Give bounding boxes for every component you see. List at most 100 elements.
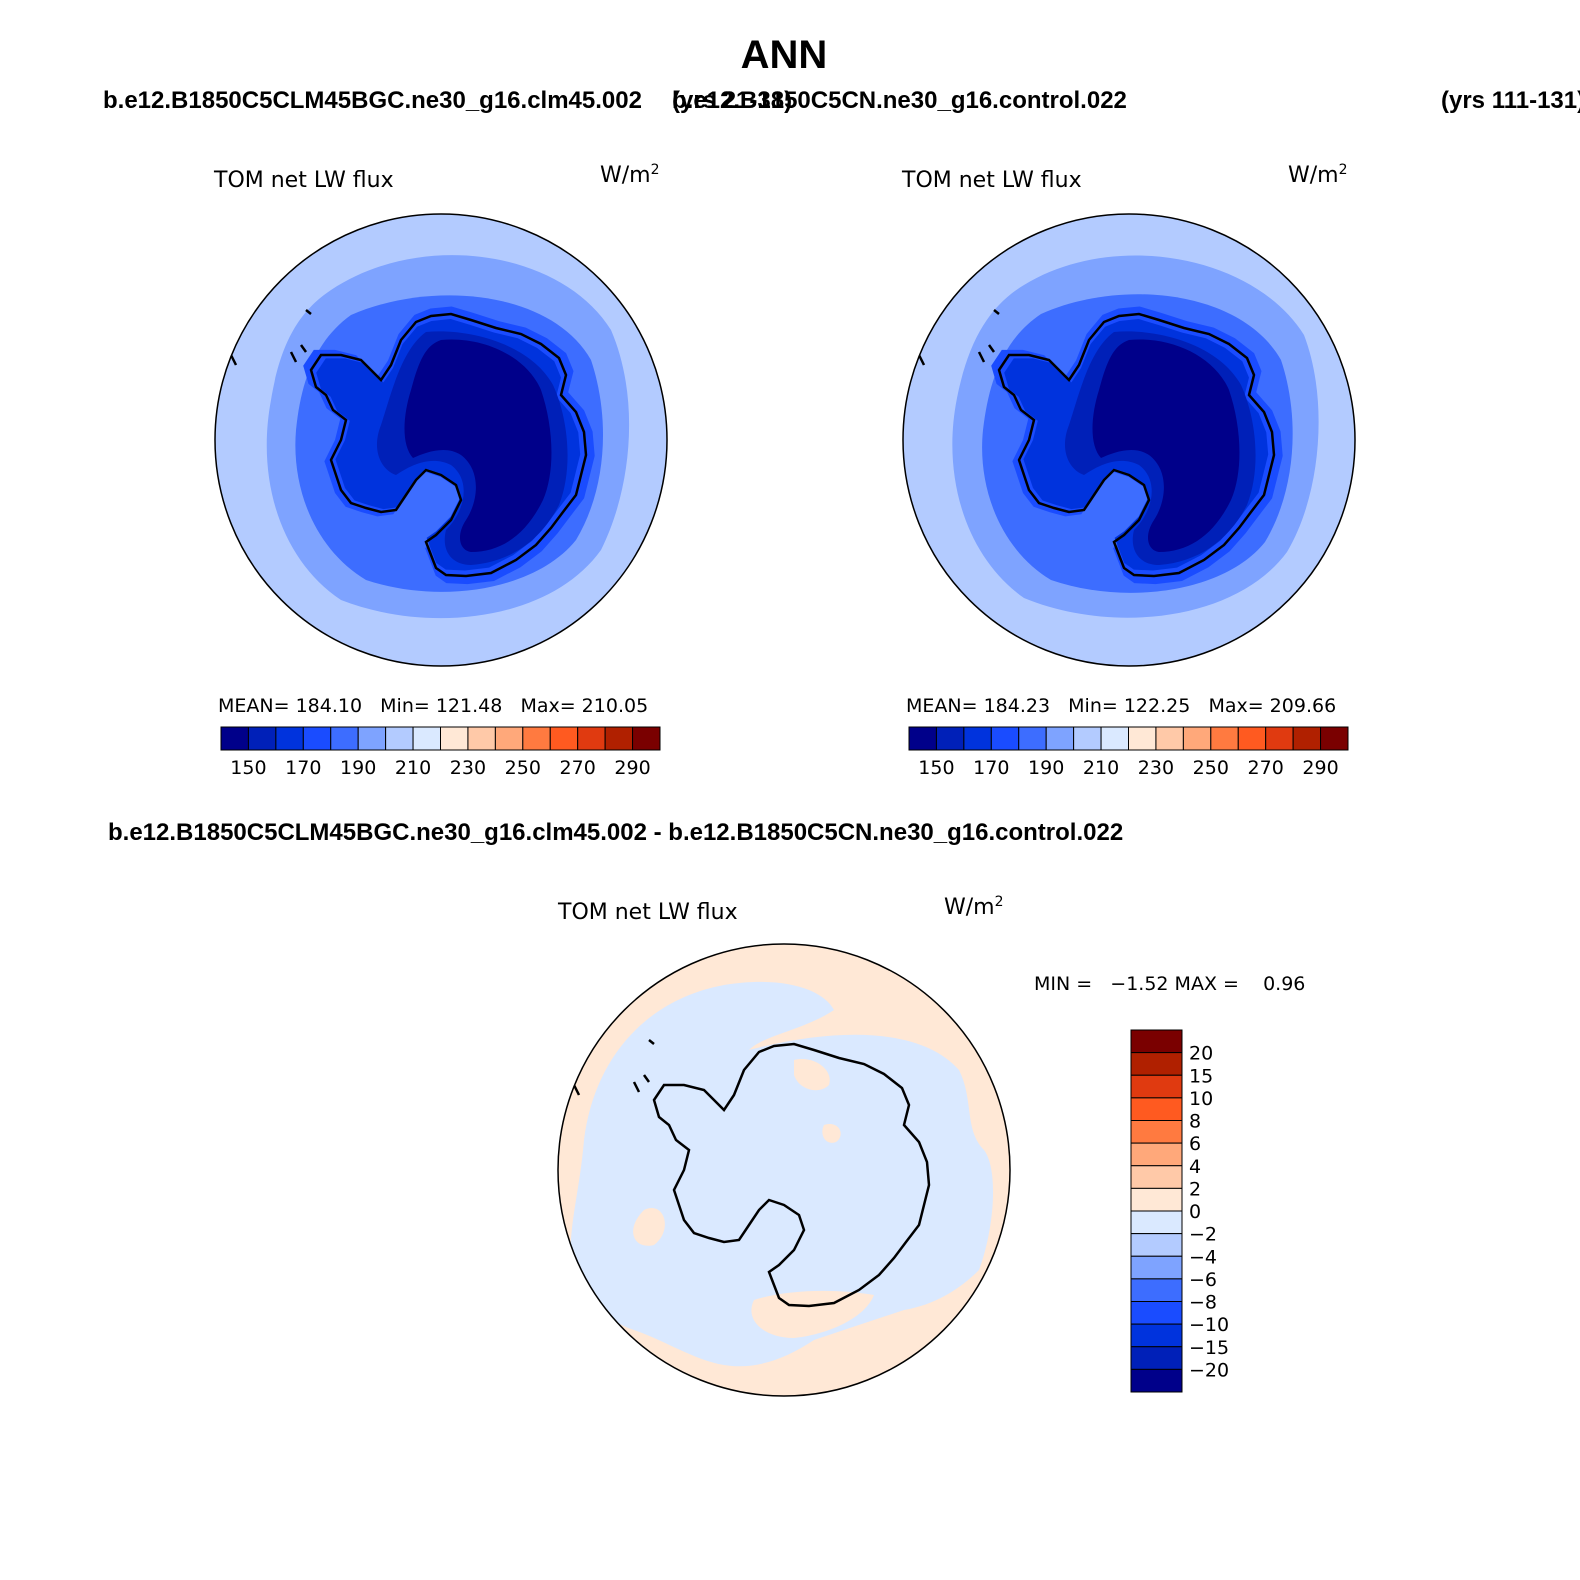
panel-1-map <box>215 214 667 666</box>
colorbar-tick-label: −4 <box>1189 1246 1217 1268</box>
colorbar-tick-label: 4 <box>1189 1156 1201 1178</box>
panel-diff: TOM net LW flux W/m2 MIN = −1.52 MAX = 0… <box>557 894 1305 1397</box>
colorbar-swatch <box>1265 726 1294 751</box>
colorbar-swatch <box>494 726 524 751</box>
colorbar-swatch <box>1155 726 1184 751</box>
panel-2-map <box>903 214 1355 666</box>
colorbar-swatch <box>302 726 332 751</box>
colorbar-swatch <box>935 726 965 751</box>
colorbar-swatch <box>1130 1120 1183 1144</box>
colorbar-tick-label: 270 <box>560 757 596 779</box>
panel-diff-variable: TOM net LW flux <box>557 900 738 925</box>
panel-diff-map <box>558 944 1010 1396</box>
colorbar-swatch <box>1130 1210 1183 1235</box>
panel-2-stats: MEAN= 184.23 Min= 122.25 Max= 209.66 <box>906 695 1336 717</box>
case1-header: b.e12.B1850C5CLM45BGC.ne30_g16.clm45.002 <box>103 87 642 114</box>
panel-diff-stats: MIN = −1.52 MAX = 0.96 <box>1034 973 1305 995</box>
colorbar-tick-label: 20 <box>1189 1043 1213 1065</box>
colorbar-swatch <box>412 726 441 751</box>
colorbar-tick-label: 150 <box>230 757 266 779</box>
colorbar-swatch <box>1100 726 1129 751</box>
colorbar-swatch <box>247 726 277 751</box>
colorbar-tick-label: 290 <box>1302 757 1338 779</box>
diff-header: b.e12.B1850C5CLM45BGC.ne30_g16.clm45.002… <box>108 819 1123 846</box>
case2-header: b.e12.B1850C5CN.ne30_g16.control.022 <box>672 87 1127 114</box>
panel-1-units-base: W/m <box>600 163 651 188</box>
panel-1-variable: TOM net LW flux <box>213 168 394 193</box>
panel-1-units-exp: 2 <box>651 162 660 178</box>
colorbar-swatch <box>1292 726 1322 751</box>
colorbar-swatch <box>549 726 579 751</box>
colorbar-tick-label: 270 <box>1248 757 1284 779</box>
colorbar-swatch <box>357 726 387 751</box>
colorbar-swatch <box>1130 1301 1183 1325</box>
colorbar-tick-label: 6 <box>1189 1133 1201 1155</box>
colorbar-tick-label: 290 <box>614 757 650 779</box>
colorbar-swatch <box>963 726 992 751</box>
colorbar-swatch <box>908 726 937 751</box>
colorbar-swatch <box>522 726 551 751</box>
colorbar-swatch <box>632 726 661 751</box>
panel-diff-frame <box>557 943 1011 1397</box>
colorbar-tick-label: −15 <box>1189 1337 1229 1359</box>
panel-1-colorbar: 150 170 190 210 230 250 270 290 <box>220 726 661 779</box>
colorbar-tick-label: −2 <box>1189 1224 1217 1246</box>
panel-diff-units: W/m2 <box>944 894 1004 920</box>
colorbar-swatch <box>330 726 359 751</box>
colorbar-tick-label: 2 <box>1189 1178 1201 1200</box>
colorbar-swatch <box>385 726 414 751</box>
colorbar-swatch <box>604 726 634 751</box>
colorbar-swatch <box>1130 1165 1183 1189</box>
colorbar-swatch <box>1182 726 1212 751</box>
colorbar-swatch <box>275 726 304 751</box>
panel-2-units-base: W/m <box>1288 163 1339 188</box>
colorbar-swatch <box>577 726 606 751</box>
colorbar-swatch <box>220 726 249 751</box>
colorbar-tick-label: 170 <box>973 757 1009 779</box>
colorbar-swatch <box>1320 726 1349 751</box>
colorbar-swatch <box>1130 1278 1183 1302</box>
colorbar-tick-label: 210 <box>1083 757 1119 779</box>
panel-2-colorbar: 150 170 190 210 230 250 270 290 <box>908 726 1349 779</box>
colorbar-swatch <box>1130 1029 1183 1054</box>
colorbar-tick-label: 170 <box>285 757 321 779</box>
colorbar-tick-label: 190 <box>340 757 376 779</box>
colorbar-tick-label: 0 <box>1189 1201 1201 1223</box>
panel-1-frame <box>214 213 668 667</box>
colorbar-tick-label: 210 <box>395 757 431 779</box>
colorbar-tick-label: −10 <box>1189 1314 1229 1336</box>
colorbar-swatch <box>1130 1052 1183 1076</box>
colorbar-swatch <box>1130 1368 1183 1393</box>
colorbar-swatch <box>1128 726 1157 751</box>
case2-years: (yrs 111-131) <box>1441 87 1580 114</box>
colorbar-swatch <box>1237 726 1267 751</box>
panel-diff-units-base: W/m <box>944 895 995 920</box>
colorbar-swatch <box>1130 1323 1183 1348</box>
colorbar-swatch <box>467 726 496 751</box>
colorbar-tick-label: 230 <box>450 757 486 779</box>
colorbar-tick-label: −6 <box>1189 1269 1217 1291</box>
colorbar-swatch <box>1130 1187 1183 1212</box>
panel-diff-units-exp: 2 <box>995 894 1004 910</box>
colorbar-swatch <box>1130 1074 1183 1099</box>
case1-years: (yrs 21-31) <box>672 87 792 114</box>
panel-2: TOM net LW flux W/m2 MEAN= 184.23 Min= 1… <box>901 162 1356 779</box>
colorbar-swatch <box>1130 1346 1183 1370</box>
page-title: ANN <box>741 33 828 77</box>
colorbar-swatch <box>1210 726 1239 751</box>
colorbar-swatch <box>1073 726 1102 751</box>
colorbar-swatch <box>1130 1097 1183 1121</box>
panel-1: TOM net LW flux W/m2 MEAN= 184.10 Min= 1… <box>213 162 668 779</box>
colorbar-tick-label: −20 <box>1189 1359 1229 1381</box>
colorbar-tick-label: 250 <box>1193 757 1229 779</box>
colorbar-swatch <box>1018 726 1047 751</box>
colorbar-swatch <box>1130 1142 1183 1167</box>
colorbar-swatch <box>1045 726 1075 751</box>
colorbar-tick-label: 10 <box>1189 1088 1213 1110</box>
colorbar-swatch <box>440 726 469 751</box>
panel-1-stats: MEAN= 184.10 Min= 121.48 Max= 210.05 <box>218 695 648 717</box>
colorbar-tick-label: 8 <box>1189 1111 1201 1133</box>
colorbar-swatch <box>990 726 1020 751</box>
